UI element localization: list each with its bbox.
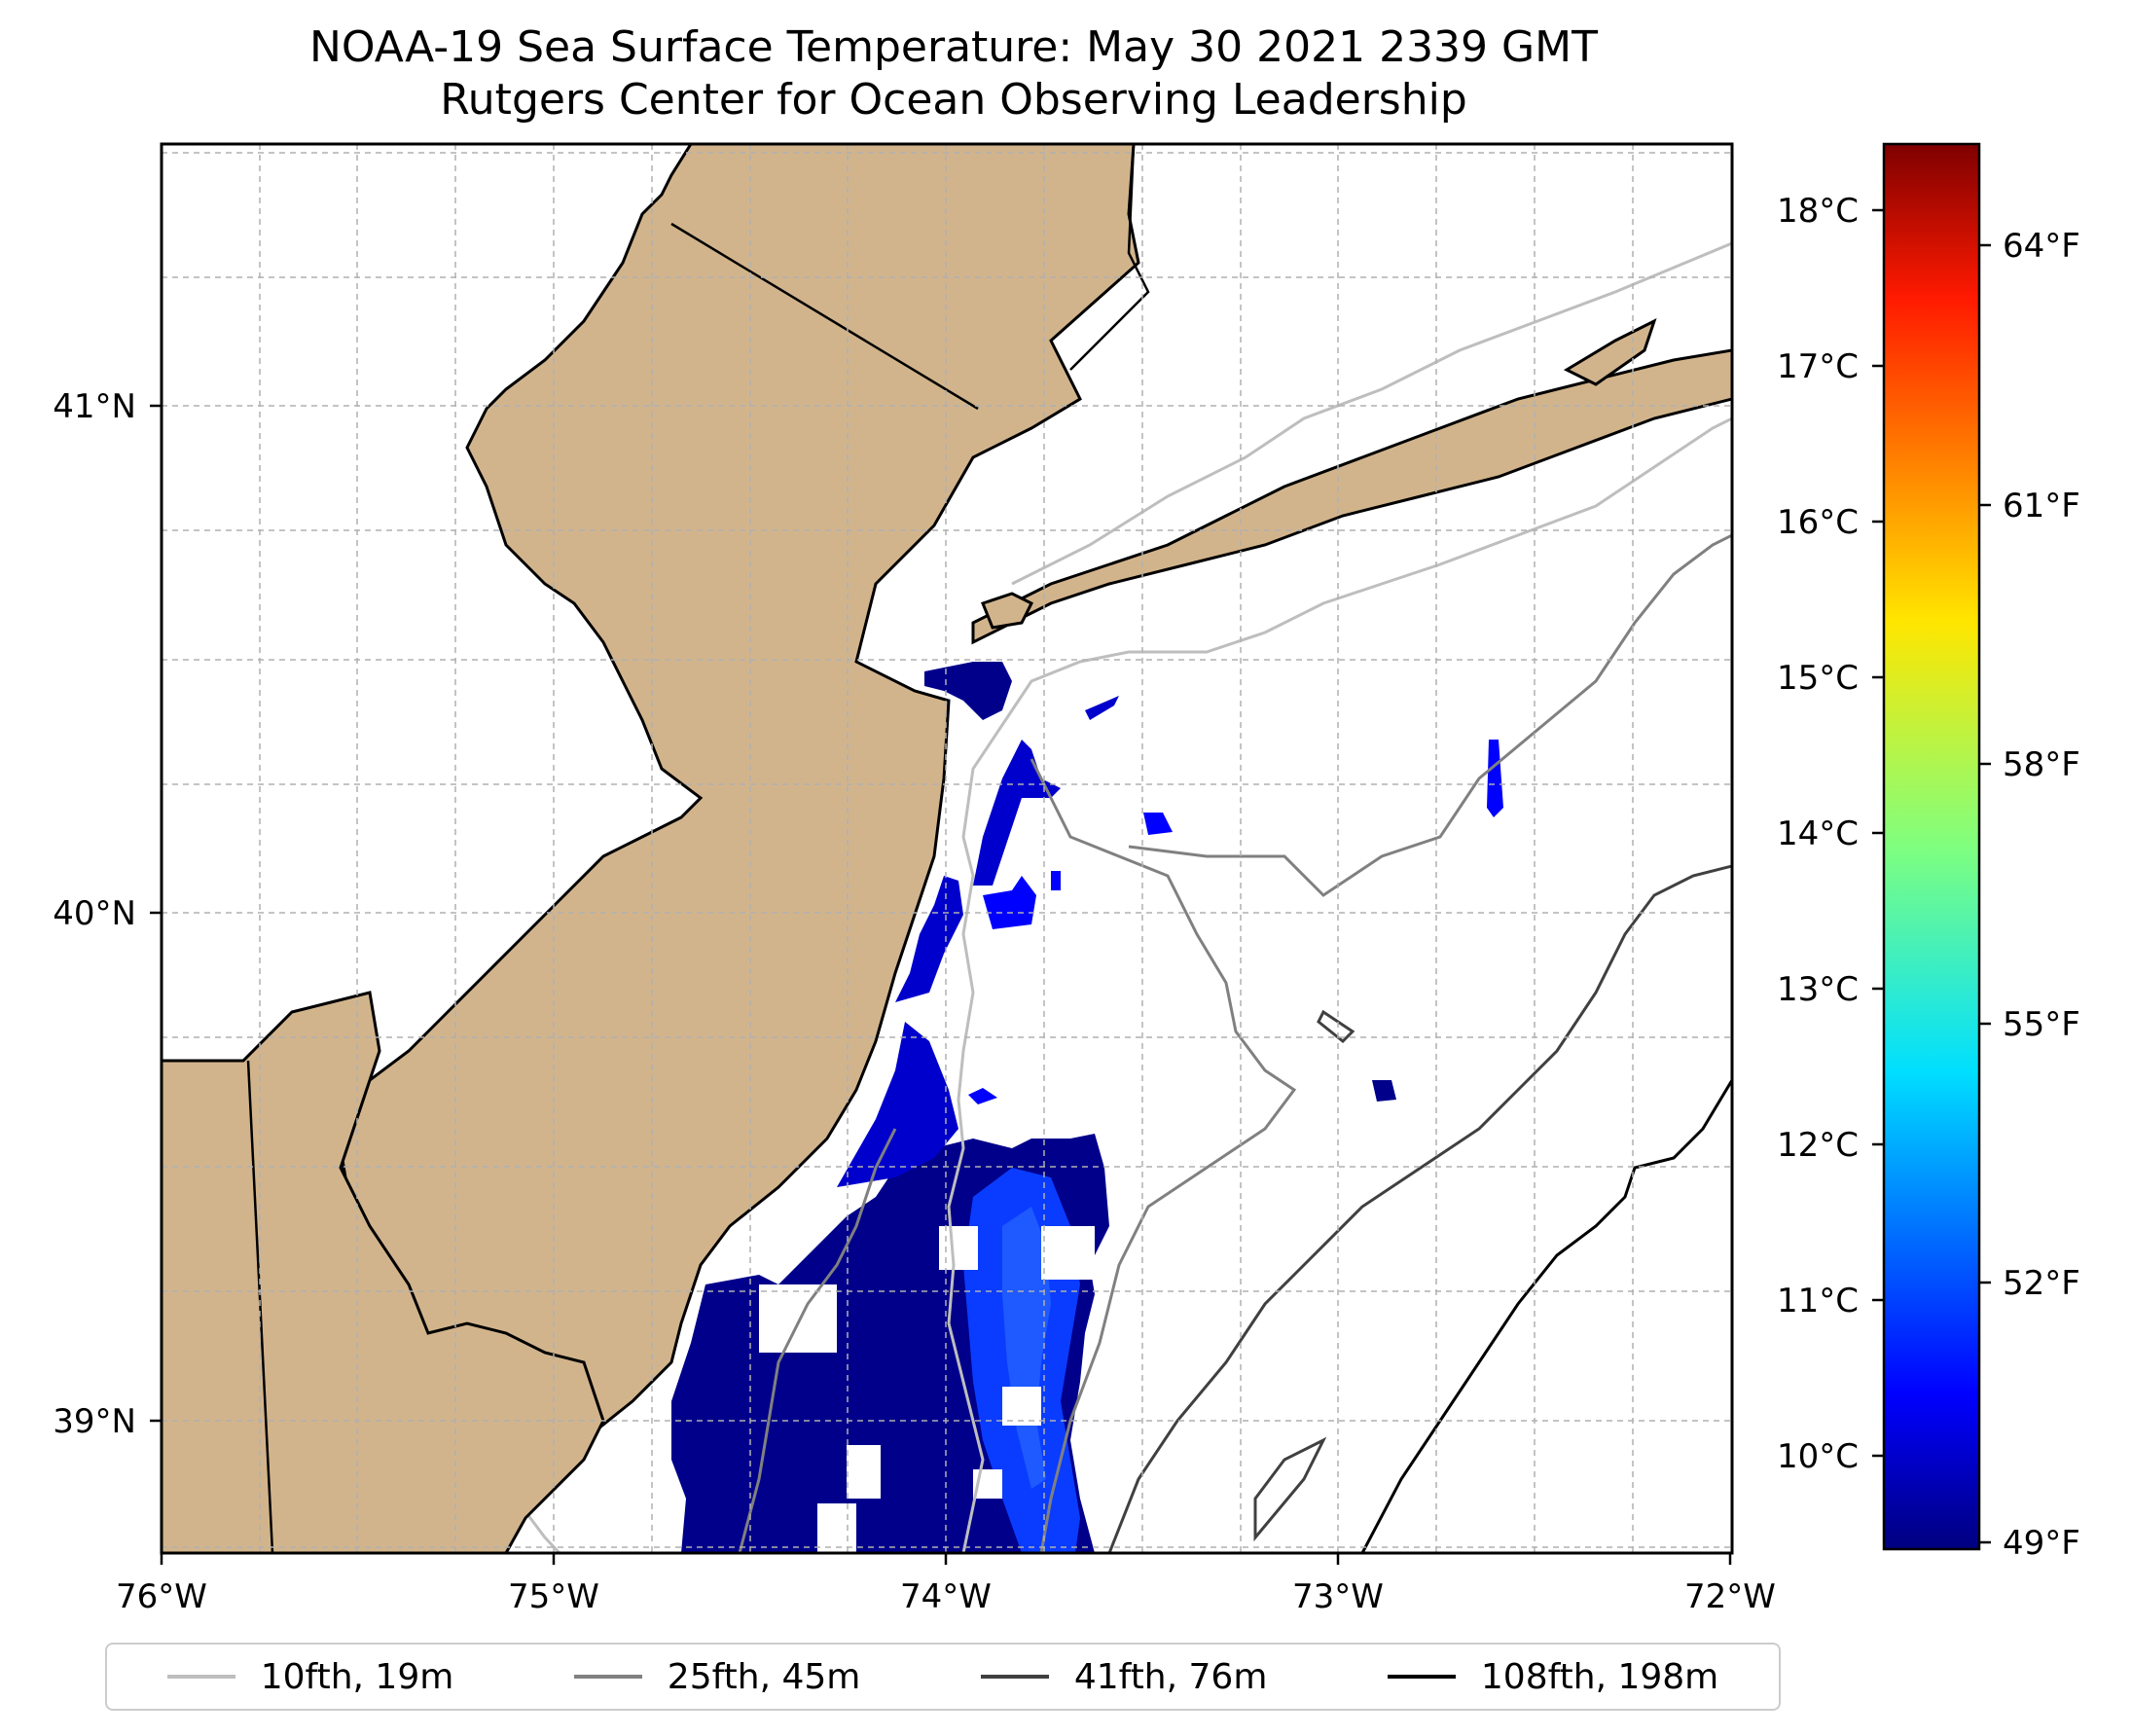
celsius-tick-label: 18°C: [1777, 192, 1859, 231]
celsius-tick-label: 10°C: [1777, 1437, 1859, 1476]
legend-item: 25fth, 45m: [573, 1656, 861, 1697]
cloud-gap-b: [939, 1226, 978, 1270]
land-layer: [162, 144, 1732, 1553]
legend-swatch: [1387, 1675, 1456, 1679]
x-tick-label: 72°W: [1684, 1577, 1776, 1616]
border-ny-nj: [670, 222, 979, 411]
celsius-tick-label: 13°C: [1777, 970, 1859, 1009]
cloud-gap-c: [1002, 1387, 1041, 1426]
celsius-tick-label: 17°C: [1777, 347, 1859, 386]
land-delmarva: [162, 991, 605, 1553]
border-de-md: [246, 1060, 274, 1553]
contour-25fth: [1030, 758, 1297, 1553]
land-long-island: [971, 348, 1732, 645]
fahrenheit-tick-label: 52°F: [2003, 1264, 2080, 1303]
sst-data-layer: [162, 662, 1503, 1553]
celsius-tick-label: 11°C: [1777, 1282, 1859, 1320]
legend-label: 10fth, 19m: [260, 1656, 454, 1697]
sst-patch-shelf-d: [1372, 1080, 1396, 1102]
fahrenheit-tick-label: 61°F: [2003, 487, 2080, 525]
contour-10fth: [947, 416, 1732, 1553]
contour-41fth-c: [1317, 1009, 1355, 1044]
legend-item: 108fth, 198m: [1387, 1656, 1719, 1697]
sst-patch-shelf-f: [968, 1088, 997, 1104]
celsius-tick-label: 16°C: [1777, 503, 1859, 542]
legend: 10fth, 19m 25fth, 45m 41fth, 76m 108fth,…: [105, 1643, 1781, 1711]
legend-swatch: [980, 1675, 1049, 1679]
sst-patch-shelf-g: [1051, 871, 1061, 890]
y-tick-label: 40°N: [53, 894, 136, 933]
contour-41fth-b: [1253, 1436, 1327, 1542]
cloud-gap-f: [759, 1284, 837, 1353]
sst-patch-nearshore: [837, 1022, 958, 1187]
fahrenheit-tick-label: 49°F: [2003, 1524, 2080, 1563]
land-staten-island: [981, 592, 1034, 630]
legend-swatch: [166, 1675, 235, 1679]
cloud-gap-d: [847, 1445, 881, 1499]
y-tick-label: 41°N: [53, 387, 136, 426]
sst-patch-warm-core-2: [1002, 1207, 1051, 1489]
sst-patch-shelf-a: [983, 876, 1036, 929]
x-tick-labels: 76°W 75°W 74°W 73°W 72°W: [116, 1577, 1776, 1616]
legend-item: 41fth, 76m: [980, 1656, 1268, 1697]
legend-label: 25fth, 45m: [667, 1656, 861, 1697]
colorbar-fahrenheit-labels: 64°F 61°F 58°F 55°F 52°F 49°F: [2003, 227, 2080, 1563]
map-subtitle: Rutgers Center for Ocean Observing Leade…: [440, 75, 1467, 125]
cloud-gap-g: [817, 1503, 856, 1553]
gridlines: [162, 144, 1732, 1553]
axis-ticks: [150, 404, 1732, 1565]
y-tick-labels: 41°N 40°N 39°N: [53, 387, 136, 1441]
y-tick-label: 39°N: [53, 1402, 136, 1441]
sst-patch-shelf-b: [1143, 813, 1173, 835]
legend-label: 108fth, 198m: [1480, 1656, 1719, 1697]
fahrenheit-tick-label: 58°F: [2003, 745, 2080, 784]
x-tick-label: 75°W: [508, 1577, 599, 1616]
x-tick-label: 76°W: [116, 1577, 207, 1616]
sst-patch-ny-harbor: [924, 662, 1012, 720]
legend-item: 10fth, 19m: [166, 1656, 454, 1697]
map-title: NOAA-19 Sea Surface Temperature: May 30 …: [309, 22, 1598, 72]
cloud-gap-a: [1041, 1226, 1095, 1280]
x-tick-label: 73°W: [1292, 1577, 1384, 1616]
x-tick-label: 74°W: [900, 1577, 992, 1616]
contour-25fth-c: [738, 1128, 897, 1553]
colorbar-celsius-labels: 18°C 17°C 16°C 15°C 14°C 13°C 12°C 11°C …: [1777, 192, 1859, 1476]
sst-patch-shelf-e: [1085, 696, 1119, 720]
colorbar: [1882, 142, 1981, 1551]
sst-patch-shelf-c: [1487, 740, 1503, 817]
contour-41fth: [1107, 864, 1732, 1553]
contour-25fth-b: [1128, 533, 1732, 897]
contour-108fth: [1360, 1079, 1732, 1553]
border-ny-ct: [1069, 144, 1150, 371]
fahrenheit-tick-label: 64°F: [2003, 227, 2080, 266]
celsius-tick-label: 14°C: [1777, 814, 1859, 853]
colorbar-celsius-ticks: [1872, 208, 1884, 1458]
celsius-tick-label: 15°C: [1777, 659, 1859, 698]
title-block: NOAA-19 Sea Surface Temperature: May 30 …: [0, 21, 1907, 127]
legend-label: 41fth, 76m: [1073, 1656, 1268, 1697]
celsius-tick-label: 12°C: [1777, 1126, 1859, 1165]
legend-swatch: [573, 1675, 642, 1679]
state-borders: [246, 144, 1150, 1553]
colorbar-fahrenheit-ticks: [1979, 243, 1991, 1544]
fahrenheit-tick-label: 55°F: [2003, 1005, 2080, 1044]
